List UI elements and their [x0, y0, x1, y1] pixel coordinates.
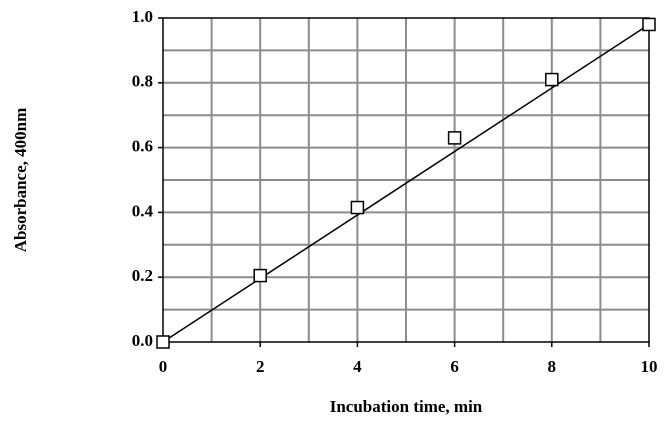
x-tick-label: 6 [450, 357, 459, 376]
data-point [447, 131, 462, 145]
x-axis-title: Incubation time, min [330, 397, 483, 416]
x-tick-label: 2 [256, 357, 265, 376]
data-point [253, 268, 267, 283]
data-point [350, 200, 365, 215]
y-tick-label: 1.0 [132, 7, 153, 26]
data-point [545, 72, 559, 87]
fit-line [162, 23, 650, 343]
y-tick-label: 0.2 [132, 266, 153, 285]
y-tick-label: 0.6 [132, 137, 153, 156]
x-tick-label: 10 [641, 357, 658, 376]
x-tick-label: 8 [548, 357, 557, 376]
x-tick-label: 0 [159, 357, 168, 376]
y-tick-label: 0.4 [132, 201, 154, 220]
data-point [156, 335, 170, 349]
y-tick-label: 0.0 [132, 331, 153, 350]
y-axis-title: Absorbance, 400nm [11, 108, 30, 253]
y-tick-label: 0.8 [132, 72, 153, 91]
data-point [642, 17, 656, 32]
x-tick-label: 4 [353, 357, 362, 376]
plot-frame [162, 17, 650, 343]
